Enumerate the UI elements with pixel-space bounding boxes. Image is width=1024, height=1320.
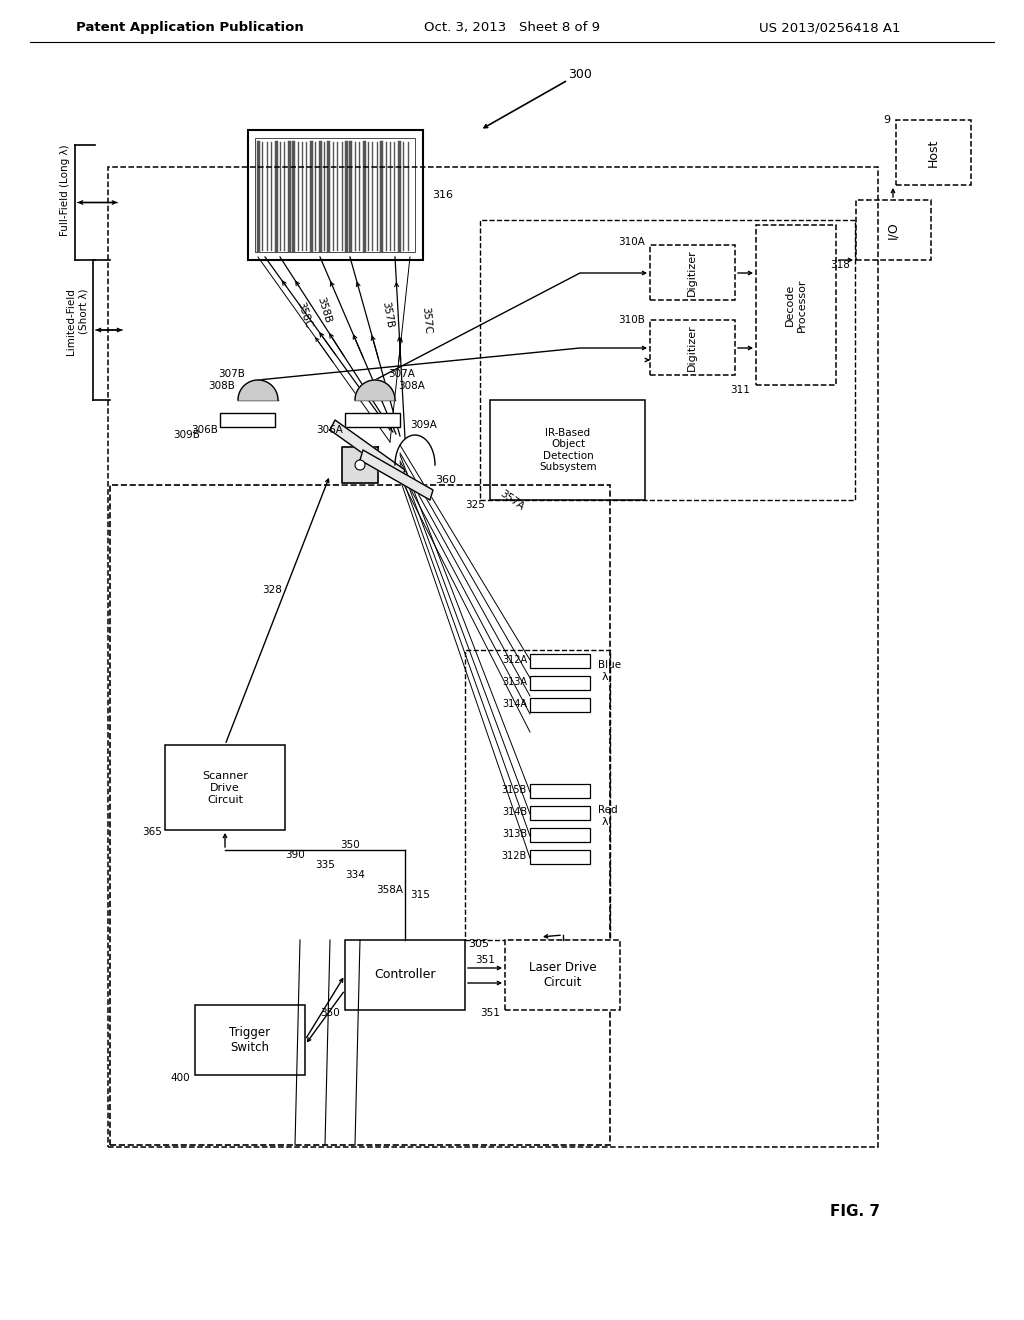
Text: IR-Based
Object
Detection
Subsystem: IR-Based Object Detection Subsystem (540, 428, 597, 473)
Text: 351: 351 (480, 1008, 500, 1018)
Bar (480, 220, 855, 500)
Text: Full-Field (Long λ): Full-Field (Long λ) (60, 145, 70, 236)
Bar (345, 413, 400, 426)
Bar (195, 1005, 305, 1074)
Text: 357A: 357A (498, 488, 526, 512)
Text: US 2013/0256418 A1: US 2013/0256418 A1 (759, 21, 901, 34)
Bar (505, 940, 620, 1010)
Text: 390: 390 (285, 850, 305, 861)
Text: 334: 334 (345, 870, 365, 880)
Text: 305: 305 (468, 939, 489, 949)
Text: 312A: 312A (502, 655, 527, 665)
Text: 357C: 357C (420, 306, 432, 334)
Text: 350: 350 (321, 1008, 340, 1018)
Bar (650, 319, 735, 375)
Text: FIG. 7: FIG. 7 (830, 1204, 880, 1220)
Bar (345, 940, 465, 1010)
Bar (108, 168, 878, 1147)
Text: 314B: 314B (502, 807, 527, 817)
Bar (530, 828, 590, 842)
Text: 309A: 309A (410, 420, 437, 430)
Text: λ: λ (602, 817, 608, 828)
Bar (165, 744, 285, 830)
Text: 318: 318 (830, 260, 850, 271)
Bar (110, 484, 610, 1144)
Text: 351: 351 (475, 954, 495, 965)
Bar (650, 246, 735, 300)
Text: 310B: 310B (618, 315, 645, 325)
Text: 311: 311 (730, 385, 750, 395)
Bar (490, 400, 645, 500)
Text: 312B: 312B (502, 851, 527, 861)
Text: 308A: 308A (398, 381, 425, 391)
Bar (530, 807, 590, 820)
Text: 314A: 314A (502, 700, 527, 709)
Text: Patent Application Publication: Patent Application Publication (76, 21, 304, 34)
Text: 307A: 307A (388, 370, 415, 379)
Text: 360: 360 (435, 475, 456, 484)
Bar (255, 139, 415, 252)
Bar (530, 698, 590, 711)
Text: 315B: 315B (502, 785, 527, 795)
Circle shape (355, 459, 365, 470)
Polygon shape (342, 447, 378, 483)
Text: 365: 365 (142, 828, 162, 837)
Text: 358B: 358B (315, 296, 333, 325)
Bar (530, 784, 590, 799)
Text: 307B: 307B (218, 370, 245, 379)
Text: 350: 350 (340, 840, 359, 850)
Text: I/O: I/O (887, 222, 899, 239)
Bar (530, 850, 590, 865)
Polygon shape (330, 420, 406, 480)
Bar (896, 120, 971, 185)
Text: 309B: 309B (173, 430, 200, 440)
Text: Blue: Blue (598, 660, 622, 671)
Text: Digitizer: Digitizer (687, 325, 697, 371)
Text: 308B: 308B (208, 381, 234, 391)
Text: 306B: 306B (191, 425, 218, 436)
Bar (220, 413, 275, 426)
Text: 357B: 357B (380, 301, 394, 329)
Text: 313A: 313A (502, 677, 527, 686)
Bar (465, 649, 610, 940)
Text: 310A: 310A (618, 238, 645, 247)
Text: 335: 335 (315, 861, 335, 870)
Text: 325: 325 (465, 500, 485, 510)
Text: Trigger
Switch: Trigger Switch (229, 1026, 270, 1053)
Bar (530, 653, 590, 668)
Polygon shape (238, 380, 278, 400)
Text: Laser Drive
Circuit: Laser Drive Circuit (529, 961, 597, 989)
Text: 358A: 358A (377, 884, 403, 895)
Bar (248, 129, 423, 260)
Polygon shape (355, 380, 395, 400)
Text: Host: Host (927, 139, 939, 168)
Text: 316: 316 (432, 190, 453, 201)
Bar (756, 224, 836, 385)
Text: Digitizer: Digitizer (687, 249, 697, 297)
Bar (530, 676, 590, 690)
Polygon shape (360, 450, 433, 500)
Text: Red: Red (598, 805, 617, 814)
Bar (856, 201, 931, 260)
Text: Decode
Processor: Decode Processor (785, 279, 807, 331)
Text: 306A: 306A (316, 425, 343, 436)
Text: Limited-Field
(Short λ): Limited-Field (Short λ) (67, 289, 88, 355)
Text: 400: 400 (170, 1073, 190, 1082)
Text: 313B: 313B (502, 829, 527, 840)
Text: 9: 9 (883, 115, 890, 125)
Text: 300: 300 (568, 69, 592, 82)
Text: λ: λ (602, 672, 608, 682)
Text: 328: 328 (262, 585, 282, 595)
Text: 315: 315 (410, 890, 430, 900)
Text: 358C: 358C (295, 301, 313, 330)
Text: Controller: Controller (374, 969, 436, 982)
Text: Oct. 3, 2013   Sheet 8 of 9: Oct. 3, 2013 Sheet 8 of 9 (424, 21, 600, 34)
Text: Scanner
Drive
Circuit: Scanner Drive Circuit (202, 771, 248, 805)
